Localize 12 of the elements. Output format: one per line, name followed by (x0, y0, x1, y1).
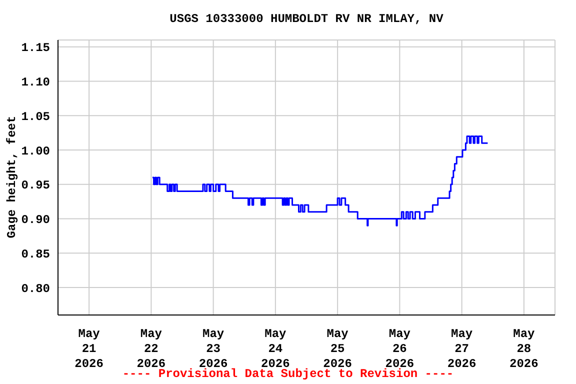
y-tick-label: 1.10 (21, 76, 50, 90)
y-tick-label: 1.05 (21, 110, 50, 124)
y-tick-label: 1.00 (21, 144, 50, 158)
y-tick-label: 0.95 (21, 178, 50, 193)
y-tick-label: 0.85 (21, 247, 50, 262)
y-tick-label: 0.90 (21, 213, 50, 228)
y-axis-title: Gage height, feet (5, 116, 19, 238)
y-tick-label: 0.80 (21, 282, 50, 296)
y-tick-label: 1.15 (21, 41, 50, 56)
x-tick-label: May 21 2026 (74, 327, 104, 371)
x-tick-label: May 28 2026 (510, 327, 538, 371)
chart-title: USGS 10333000 HUMBOLDT RV NR IMLAY, NV (168, 12, 444, 26)
